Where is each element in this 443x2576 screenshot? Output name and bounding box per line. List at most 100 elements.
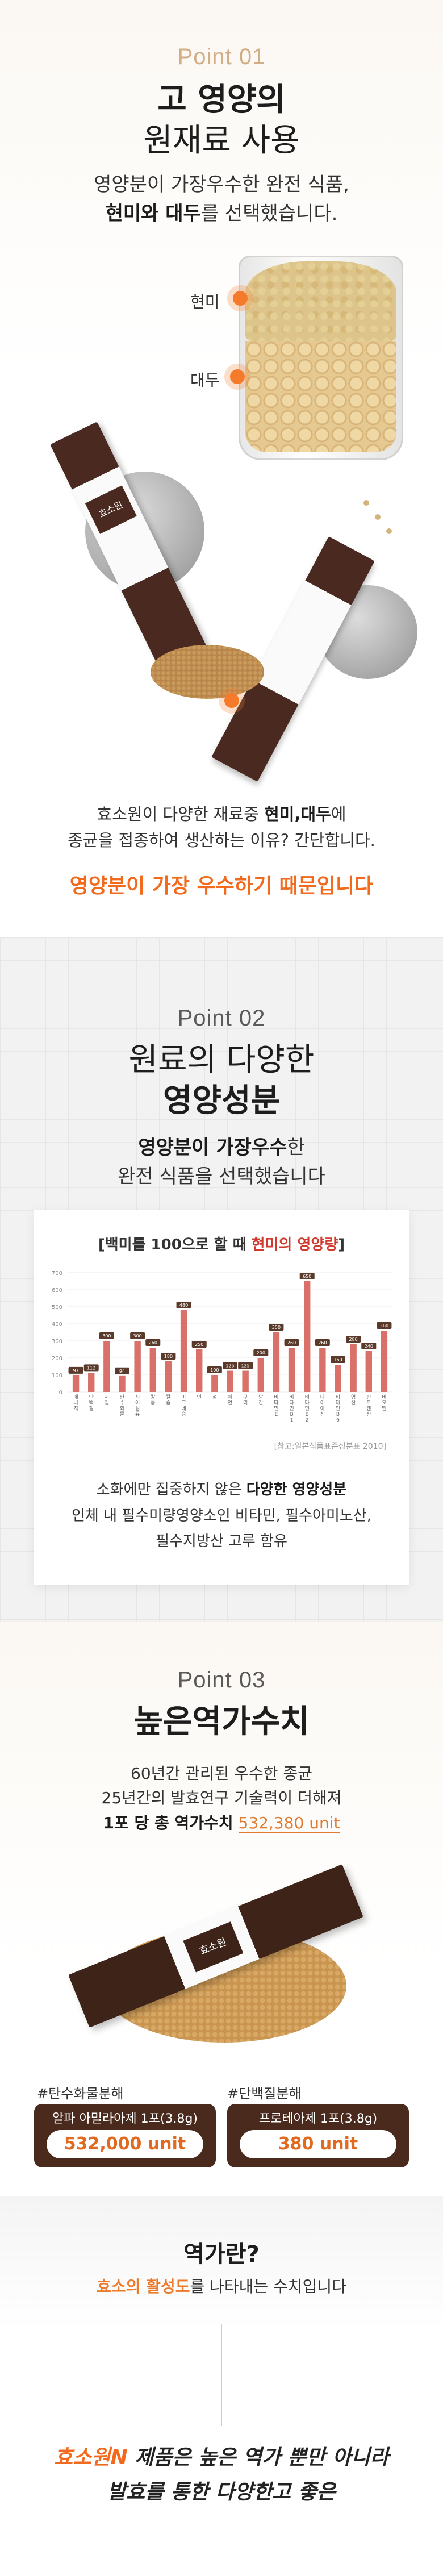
chart-bar: [335, 1365, 341, 1392]
x-tick-label: 틴: [382, 1406, 386, 1412]
x-tick-label: 망: [258, 1394, 263, 1400]
x-tick-label: 백: [89, 1400, 94, 1406]
closing-line1-rest: 제품은 높은 역가 뿐만 아니라: [127, 2446, 389, 2469]
x-tick-label: 연: [228, 1400, 232, 1406]
x-tick-label: 신: [320, 1411, 325, 1418]
data-label-badge: [269, 1324, 284, 1331]
data-label: 250: [195, 1342, 203, 1347]
x-tick-label: 철: [212, 1394, 217, 1400]
x-tick-label: 유: [135, 1411, 140, 1418]
chart-title-c: ]: [338, 1236, 345, 1253]
point1-bottom-line1: 효소원이 다양한 재료중 현미,대두에: [0, 801, 443, 827]
x-tick-label: 타: [336, 1400, 341, 1406]
point2-headline-line1: 원료의 다양한: [128, 1041, 315, 1078]
chart-bar: [149, 1348, 156, 1392]
x-tick-label: 엽: [351, 1394, 356, 1400]
amylase-label: 알파 아밀라아제 1포(3.8g): [52, 2112, 198, 2126]
bottom-line1-c: 에: [331, 805, 346, 824]
y-tick-label: 200: [52, 1356, 62, 1362]
x-tick-label: 륨: [151, 1400, 155, 1406]
data-label-badge: [191, 1341, 207, 1348]
point1-accent-text: 영양분이 가장 우수하기 때문입니다: [69, 874, 374, 898]
chart-bar: [88, 1373, 95, 1392]
chart-bar: [72, 1375, 80, 1392]
point1-bottom-line2: 종균을 접종하여 생산하는 이유? 간단합니다.: [68, 831, 375, 851]
x-tick-label: 비: [289, 1394, 294, 1400]
x-tick-label: 타: [305, 1400, 310, 1406]
wheat-icon: [386, 528, 392, 534]
chart-bar: [103, 1341, 110, 1392]
point2-caption: 소화에만 집중하지 않은 다양한 영양성분 인체 내 필수미량영양소인 비타민,…: [34, 1477, 409, 1555]
amylase-potency-pill: 알파 아밀라아제 1포(3.8g) 532,000 unit: [34, 2104, 216, 2167]
data-label: 280: [349, 1337, 358, 1342]
point1-headline-line1: 고 영양의: [157, 81, 286, 118]
data-label-badge: [99, 1332, 114, 1339]
x-tick-label: 나: [320, 1394, 325, 1400]
data-label: 180: [164, 1354, 173, 1359]
x-tick-label: 타: [274, 1400, 279, 1406]
y-tick-label: 300: [52, 1339, 62, 1345]
data-label: 200: [257, 1350, 265, 1356]
chart-bar: [119, 1375, 126, 1392]
nutrition-chart-card: [백미를 100으로 할 때 현미의 영양량] 700 600 500 400 300 2…: [34, 1210, 409, 1585]
chart-bar: [381, 1331, 388, 1392]
data-label-badge: [284, 1339, 299, 1346]
x-tick-label: 민: [305, 1406, 310, 1412]
data-label: 125: [225, 1364, 234, 1369]
data-label-badge: [346, 1336, 361, 1343]
protease-value: 380 unit: [240, 2130, 396, 2158]
nutrition-bar-chart: 700600500400300200100097에너지112단백질300지질94…: [52, 1270, 392, 1423]
chart-bar: [257, 1358, 264, 1392]
protease-label: 프로테아제 1포(3.8g): [258, 2112, 378, 2126]
data-label-badge: [253, 1349, 269, 1356]
label-soybean: 대두: [190, 371, 220, 390]
data-label-badge: [315, 1339, 330, 1346]
x-tick-label: 슘: [166, 1400, 170, 1406]
soybean-layer: [245, 341, 396, 452]
caption-line2: 인체 내 필수미량영양소인 비타민, 필수아미노산,: [72, 1507, 371, 1524]
stick-brand-label: 효소원: [183, 1921, 244, 1973]
total-potency-value: 532,380 unit: [238, 1813, 340, 1833]
closing-brand: 효소원N: [54, 2446, 128, 2469]
data-label: 125: [241, 1364, 250, 1369]
x-tick-label: 이: [320, 1400, 325, 1406]
x-tick-label: 아: [320, 1406, 325, 1412]
point1-headline-line2: 원재료 사용: [143, 122, 300, 159]
x-tick-label: 텐: [366, 1406, 371, 1412]
point3-desc-bold: 1포 당 총 역가수치: [103, 1813, 233, 1832]
x-tick-label: 비: [336, 1394, 340, 1400]
data-label: 650: [303, 1274, 311, 1279]
data-label-badge: [161, 1353, 176, 1360]
chart-bar: [242, 1370, 249, 1392]
closing-line2: 발효를 통한 다양한고 좋은: [107, 2481, 336, 2504]
data-label-badge: [130, 1332, 145, 1339]
y-tick-label: 600: [52, 1287, 62, 1294]
x-tick-label: 단: [89, 1394, 94, 1400]
data-label: 112: [87, 1365, 95, 1370]
point2-desc-bold: 영양분이 가장우수: [138, 1136, 287, 1159]
grain-pile: [151, 645, 264, 699]
wheat-icon: [375, 514, 381, 520]
x-tick-label: 토: [366, 1400, 371, 1406]
x-tick-label: 간: [258, 1400, 263, 1406]
potency-answer-highlight: 효소의 활성도: [97, 2277, 190, 2296]
point3-section: Point 03 높은역가수치 60년간 관리된 우수한 종균 25년간의 발효…: [0, 1622, 443, 2196]
x-tick-label: 구: [243, 1394, 248, 1400]
x-tick-label: 칼: [166, 1394, 170, 1400]
y-tick-label: 500: [52, 1304, 62, 1311]
x-tick-label: 오: [382, 1400, 386, 1406]
point2-headline: 원료의 다양한 영양성분: [0, 1040, 443, 1121]
x-tick-label: 이: [135, 1400, 140, 1406]
x-tick-label: 민: [289, 1406, 294, 1412]
y-tick-label: 700: [52, 1270, 62, 1277]
chart-bar: [350, 1344, 357, 1392]
chart-bar: [196, 1349, 203, 1392]
y-tick-label: 0: [59, 1390, 62, 1396]
data-label: 97: [73, 1368, 78, 1373]
point3-headline: 높은역가수치: [133, 1703, 310, 1740]
x-tick-label: 리: [243, 1400, 248, 1406]
x-tick-label: 그: [181, 1400, 186, 1406]
caption-line1: 소화에만 집중하지 않은 다양한 영양성분: [34, 1477, 409, 1503]
data-label: 260: [318, 1340, 327, 1345]
data-label: 100: [210, 1368, 219, 1373]
